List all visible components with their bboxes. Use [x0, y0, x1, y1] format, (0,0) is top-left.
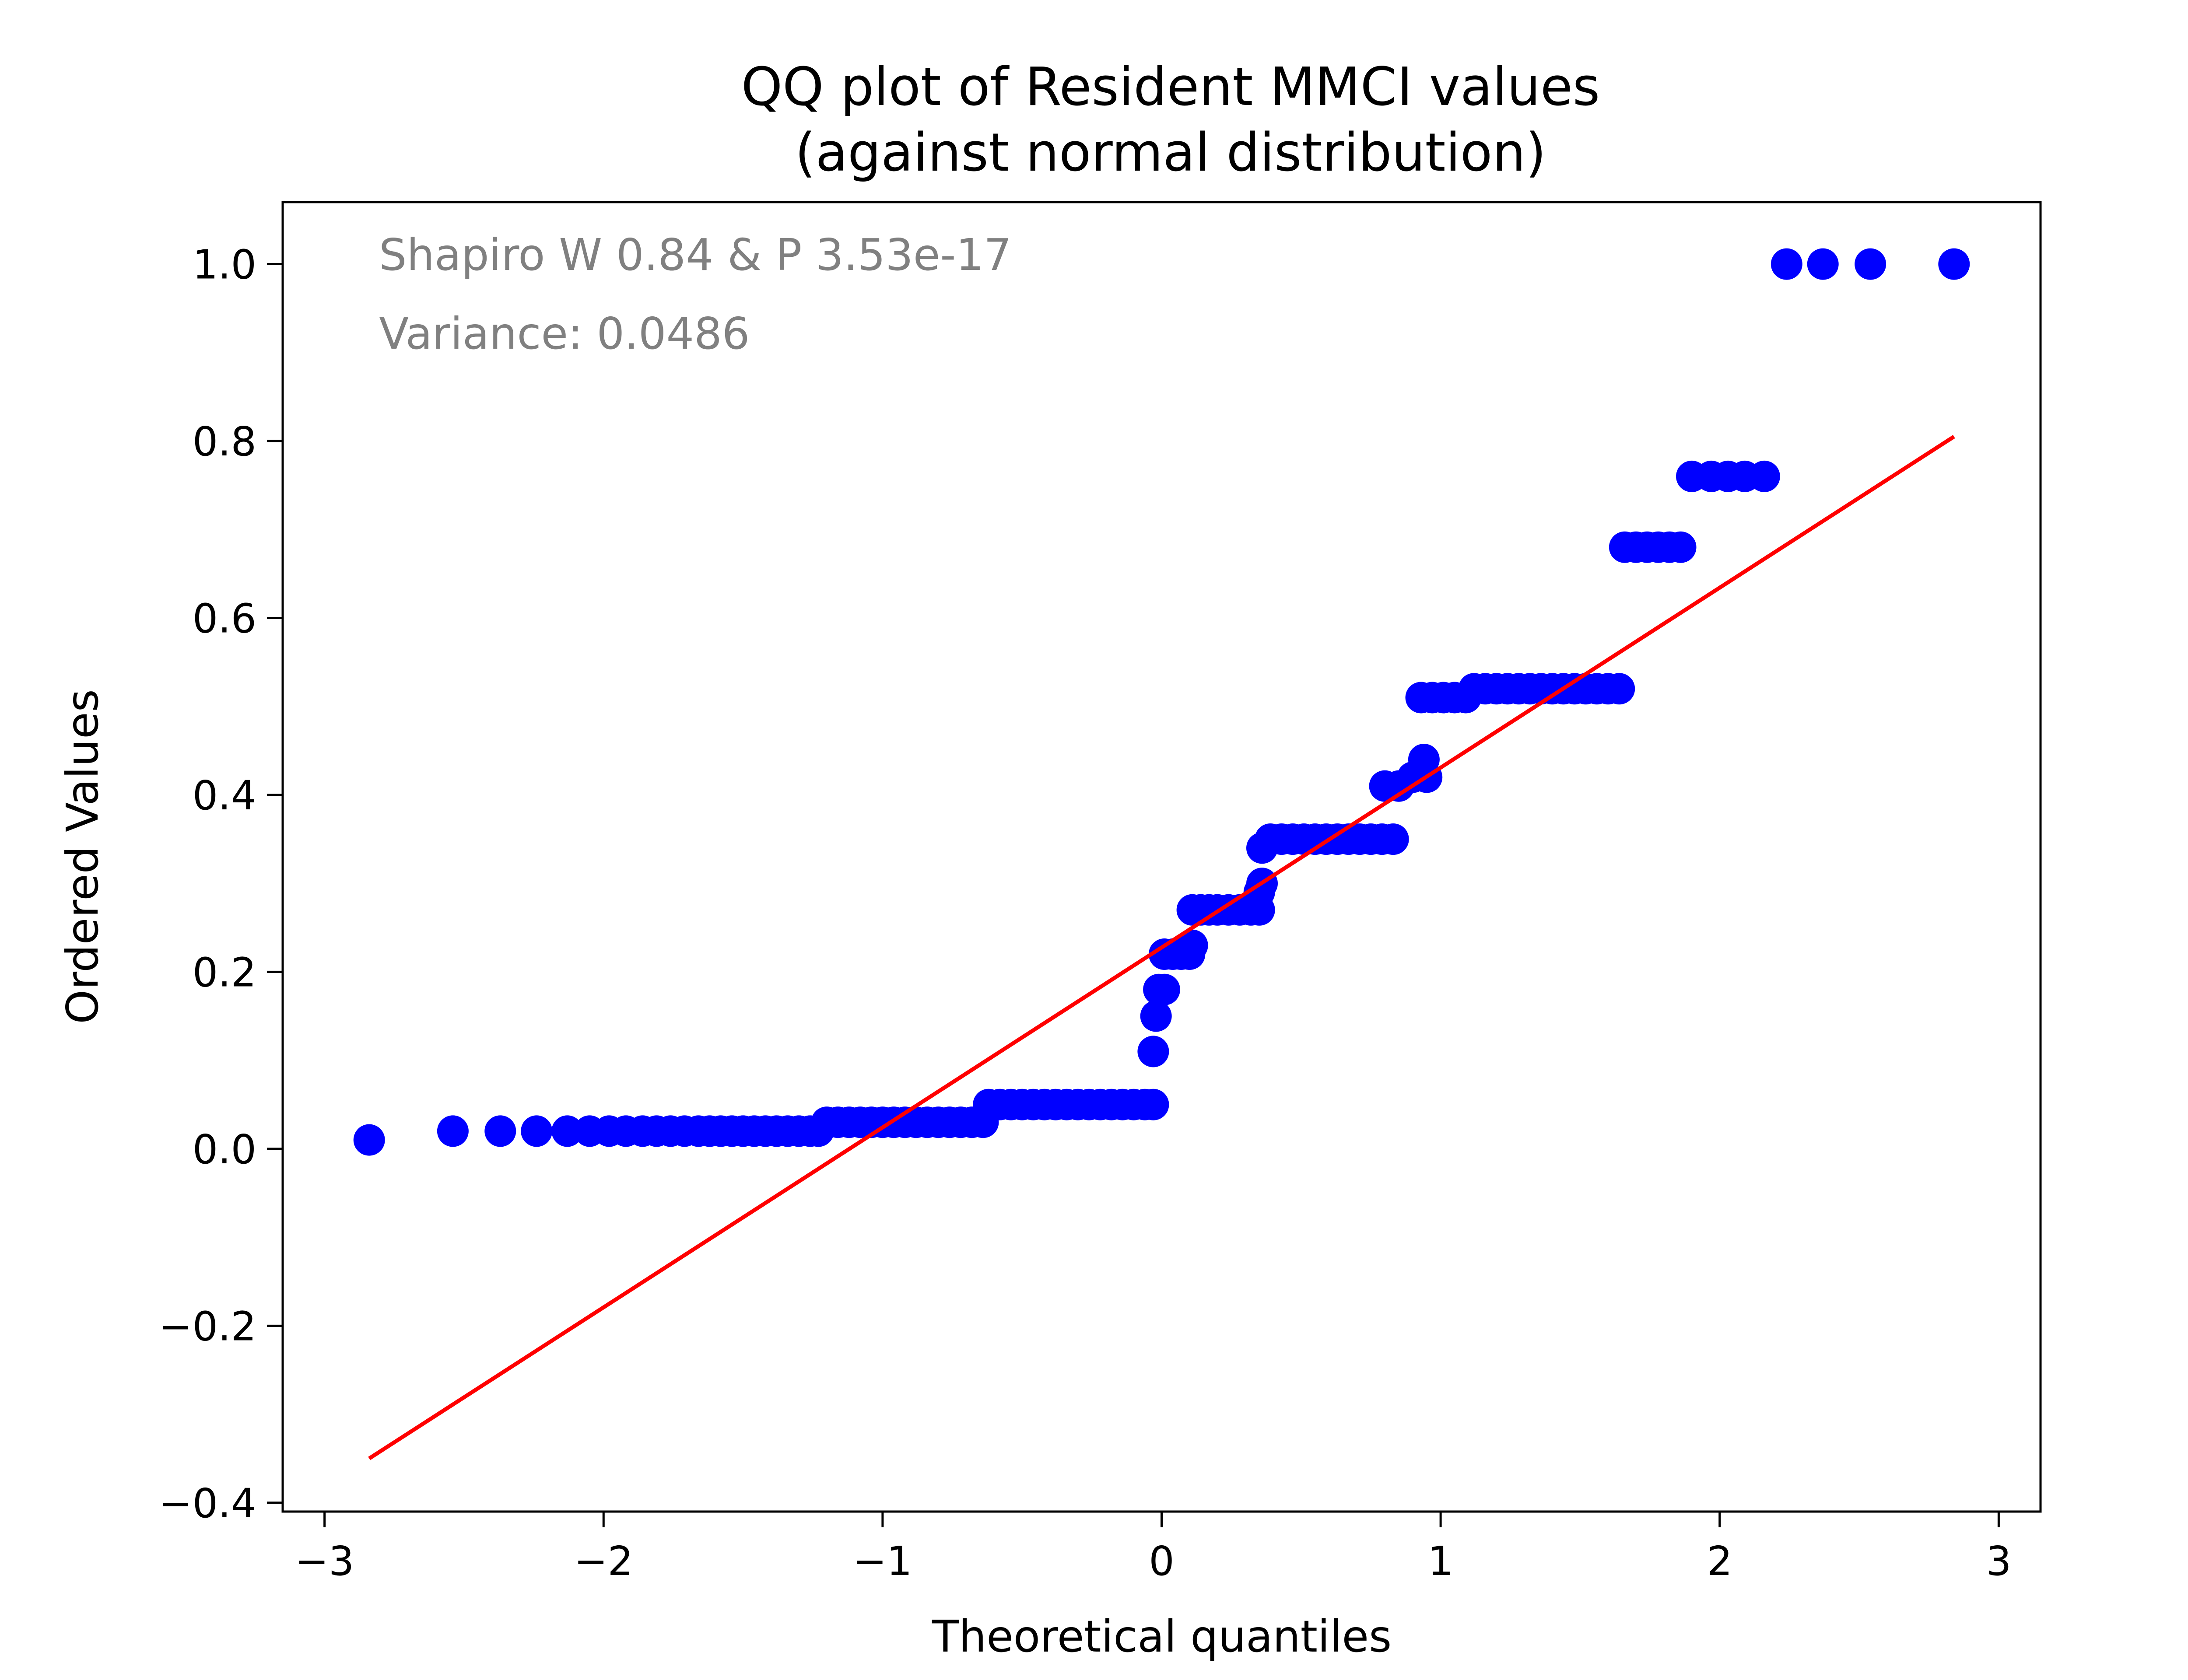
y-tick-label: 0.0	[193, 1126, 256, 1173]
data-point	[1137, 1088, 1169, 1120]
chart-title-line-1: QQ plot of Resident MMCI values	[741, 57, 1600, 118]
data-point	[1748, 460, 1780, 492]
data-point	[1855, 248, 1886, 280]
y-tick-label: −0.4	[159, 1480, 256, 1527]
plot-area	[353, 248, 1970, 1460]
x-tick-label: −3	[295, 1538, 354, 1585]
chart-title-line-2: (against normal distribution)	[795, 122, 1546, 183]
x-axis-label: Theoretical quantiles	[932, 1611, 1392, 1662]
shapiro-annotation: Shapiro W 0.84 & P 3.53e-17	[379, 229, 1012, 280]
x-tick-label: 3	[1986, 1538, 2012, 1585]
data-point	[1176, 929, 1208, 961]
data-point	[1603, 673, 1635, 705]
y-tick-label: 0.2	[193, 949, 256, 996]
data-point	[1665, 531, 1697, 563]
data-point	[1807, 248, 1839, 280]
y-tick-label: 0.4	[193, 772, 256, 819]
y-tick-label: 1.0	[193, 242, 256, 288]
y-tick-label: 0.8	[193, 418, 256, 465]
data-point	[551, 1115, 583, 1147]
x-tick-label: 1	[1428, 1538, 1454, 1585]
data-point	[521, 1115, 553, 1147]
data-point	[353, 1124, 385, 1156]
data-points	[353, 248, 1970, 1156]
y-axis: −0.4 −0.2 0.0 0.2 0.4 0.6 0.8 1.0	[159, 242, 283, 1527]
data-point	[1148, 973, 1180, 1005]
y-tick-label: −0.2	[159, 1303, 256, 1350]
x-axis: −3 −2 −1 0 1 2 3	[295, 1512, 2012, 1585]
variance-annotation: Variance: 0.0486	[379, 308, 750, 359]
data-point	[484, 1115, 516, 1147]
x-tick-label: −1	[853, 1538, 912, 1585]
data-point	[1140, 1000, 1172, 1032]
y-axis-label: Ordered Values	[57, 689, 108, 1024]
data-point	[1938, 248, 1970, 280]
data-point	[1137, 1036, 1169, 1068]
x-tick-label: 0	[1149, 1538, 1175, 1585]
x-tick-label: −2	[574, 1538, 633, 1585]
data-point	[1377, 823, 1409, 855]
fit-line	[368, 435, 1955, 1460]
data-point	[1771, 248, 1802, 280]
y-tick-label: 0.6	[193, 595, 256, 642]
data-point	[437, 1115, 469, 1147]
x-tick-label: 2	[1707, 1538, 1732, 1585]
